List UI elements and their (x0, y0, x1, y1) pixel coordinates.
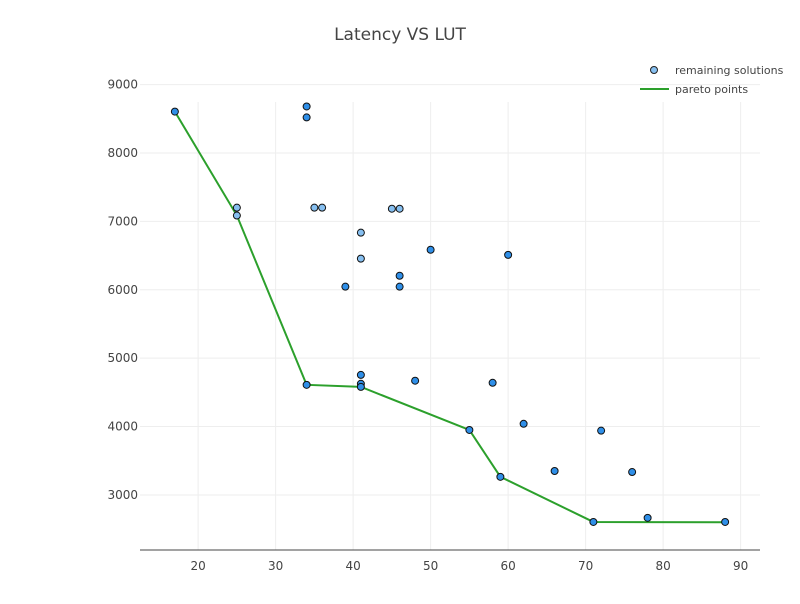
solution-point[interactable] (589, 517, 598, 526)
solution-point[interactable] (302, 113, 311, 122)
solution-point[interactable] (302, 380, 311, 389)
solution-point[interactable] (395, 282, 404, 291)
y-tick-label: 4000 (107, 420, 138, 434)
x-tick-label: 90 (733, 559, 748, 573)
solution-point[interactable] (310, 203, 319, 212)
y-tick-label: 8000 (107, 146, 138, 160)
y-tick-label: 9000 (107, 78, 138, 92)
solution-point[interactable] (550, 467, 559, 476)
pareto-line (174, 111, 726, 524)
x-tick-label: 60 (500, 559, 515, 573)
solution-point[interactable] (356, 254, 365, 263)
solution-point[interactable] (628, 468, 637, 477)
x-tick-label: 80 (655, 559, 670, 573)
x-tick-label: 50 (423, 559, 438, 573)
solution-point[interactable] (341, 282, 350, 291)
x-tick-label: 30 (268, 559, 283, 573)
grid (140, 84, 760, 550)
solution-point[interactable] (302, 102, 311, 111)
solution-point[interactable] (395, 271, 404, 280)
legend[interactable]: remaining solutions pareto points (640, 64, 784, 96)
y-tick-label: 7000 (107, 214, 138, 228)
solution-point[interactable] (496, 472, 505, 481)
solution-point[interactable] (232, 211, 241, 220)
y-tick-label: 3000 (107, 488, 138, 502)
legend-label-pareto[interactable]: pareto points (675, 83, 748, 96)
solution-point[interactable] (356, 370, 365, 379)
x-axis: 20 30 40 50 60 70 80 90 (190, 559, 748, 573)
solution-point[interactable] (395, 204, 404, 213)
solution-point[interactable] (504, 250, 513, 259)
x-tick-label: 40 (345, 559, 360, 573)
solution-point[interactable] (597, 426, 606, 435)
x-tick-label: 70 (578, 559, 593, 573)
plot-area (170, 102, 730, 526)
solution-point[interactable] (488, 378, 497, 387)
x-tick-label: 20 (190, 559, 205, 573)
solution-point[interactable] (721, 517, 730, 526)
legend-label-remaining[interactable]: remaining solutions (675, 64, 784, 77)
solution-point[interactable] (356, 228, 365, 237)
solution-point[interactable] (426, 245, 435, 254)
solution-point[interactable] (643, 513, 652, 522)
solution-point[interactable] (411, 376, 420, 385)
chart-title: Latency VS LUT (334, 25, 466, 45)
solution-point[interactable] (387, 204, 396, 213)
y-tick-label: 5000 (107, 351, 138, 365)
solution-point[interactable] (519, 419, 528, 428)
y-tick-label: 6000 (107, 283, 138, 297)
solution-point[interactable] (170, 107, 179, 116)
y-axis: 3000 4000 5000 6000 7000 8000 9000 (107, 78, 138, 502)
solution-point[interactable] (356, 382, 365, 391)
legend-marker-remaining (650, 66, 658, 74)
solution-point[interactable] (232, 203, 241, 212)
solution-point[interactable] (318, 203, 327, 212)
solution-point[interactable] (465, 425, 474, 434)
